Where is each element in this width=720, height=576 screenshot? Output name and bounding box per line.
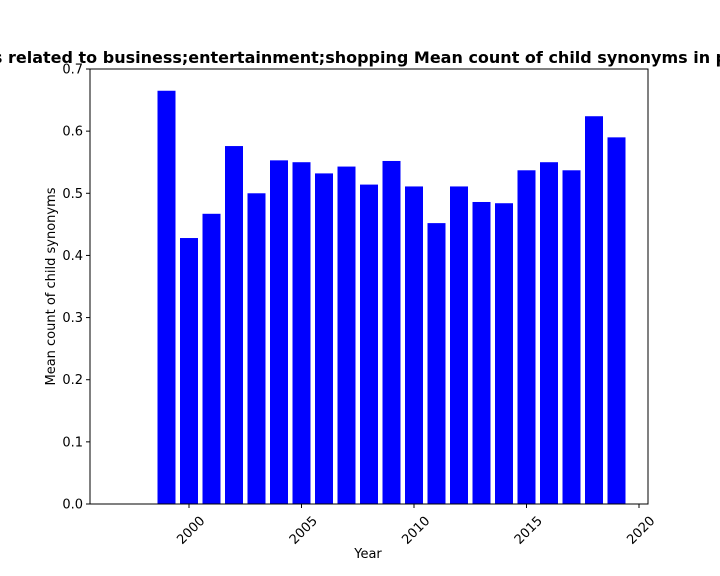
- bar-2010: [405, 186, 423, 504]
- bar-2001: [202, 213, 221, 505]
- bar-2012: [450, 186, 468, 504]
- bar-2017: [562, 170, 581, 505]
- plot-frame: [89, 68, 649, 505]
- y-tick-label: 0.5: [62, 187, 83, 202]
- bar-2003: [247, 193, 266, 505]
- x-tick-label: 2000: [174, 514, 208, 548]
- y-tick-label: 0.1: [62, 435, 83, 450]
- x-axis: 2000 2005 2010 2015 2020: [174, 504, 658, 548]
- y-tick-label: 0.3: [62, 311, 83, 326]
- y-axis-label: Mean count of child synonyms: [44, 187, 59, 385]
- y-tick-label: 0.4: [62, 249, 83, 264]
- y-tick-label: 0.7: [62, 63, 83, 78]
- bar-2005: [292, 162, 311, 504]
- x-tick-label: 2020: [624, 514, 658, 548]
- x-tick-label: 2005: [287, 514, 321, 548]
- bar-2002: [225, 146, 243, 505]
- bar-2015: [517, 170, 536, 505]
- x-tick-label: 2010: [399, 514, 433, 548]
- y-axis: 0.0 0.1 0.2 0.3 0.4 0.5 0.6 0.7: [62, 63, 90, 513]
- chart-title: s related to business;entertainment;shop…: [0, 48, 720, 67]
- bar-2014: [495, 203, 513, 504]
- bar-2004: [270, 160, 288, 504]
- bar-2018: [585, 116, 603, 504]
- y-tick-label: 0.0: [62, 498, 83, 513]
- y-tick-label: 0.2: [62, 373, 83, 388]
- bar-2011: [427, 223, 446, 504]
- bar-2007: [337, 166, 356, 505]
- bar-2019: [607, 137, 626, 504]
- bar-2000: [180, 238, 198, 504]
- bar-1999: [157, 90, 176, 504]
- bars-group: [157, 90, 626, 505]
- y-tick-label: 0.6: [62, 125, 83, 140]
- bar-2016: [540, 162, 558, 504]
- x-tick-label: 2015: [512, 514, 546, 548]
- bar-2006: [315, 173, 333, 504]
- bar-2008: [360, 184, 378, 505]
- x-axis-label: Year: [353, 547, 382, 562]
- bar-2009: [382, 160, 401, 504]
- bar-2013: [472, 201, 491, 504]
